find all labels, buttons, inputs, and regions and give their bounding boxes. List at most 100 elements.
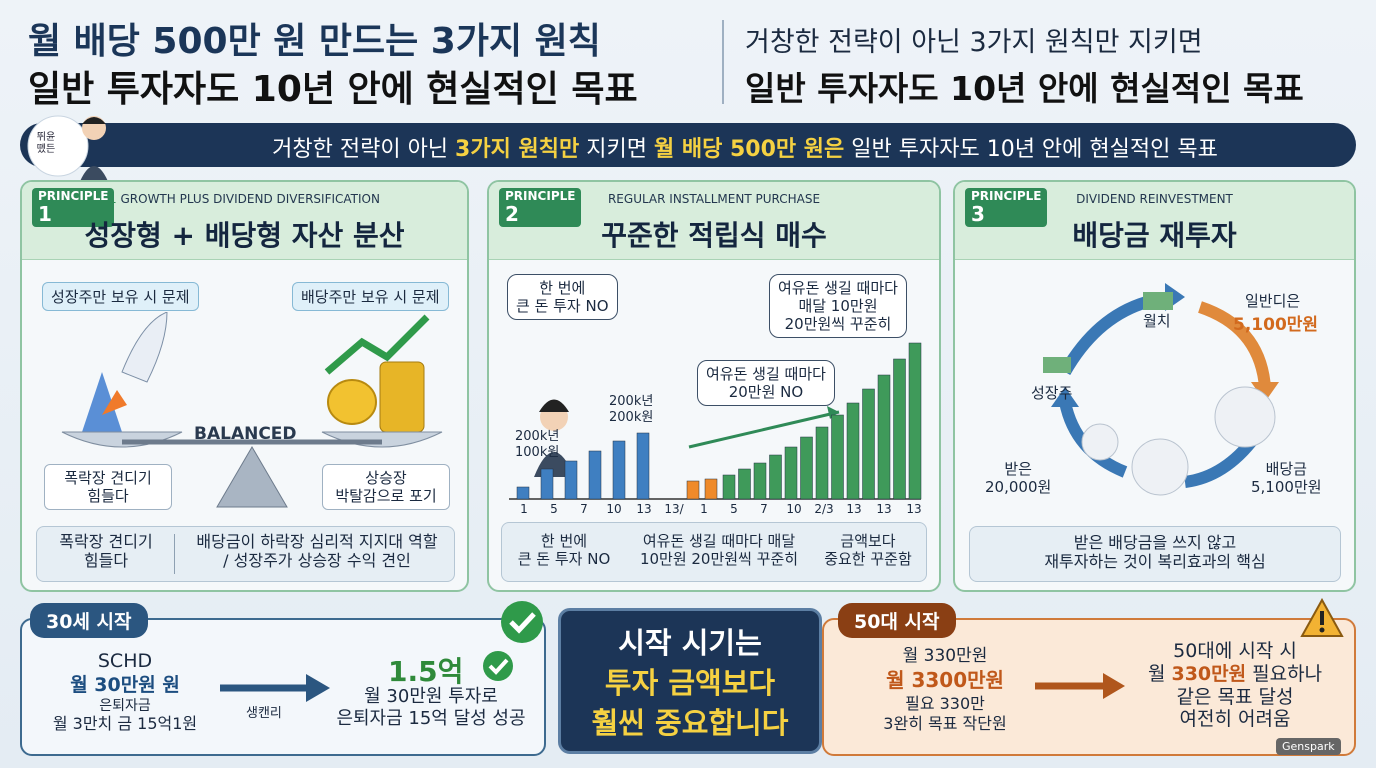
principle-number: 3 bbox=[971, 202, 985, 227]
footer-text: 한 번에 큰 돈 투자 NO bbox=[517, 532, 611, 568]
principle-label: PRINCIPLE 2 bbox=[499, 188, 582, 228]
key-line: 투자 금액보다 bbox=[604, 666, 776, 700]
check-icon bbox=[483, 651, 513, 681]
footer-box bbox=[501, 522, 927, 582]
footer-text: 금액보다 중요한 꾸준함 bbox=[824, 532, 912, 568]
label-text: PRINCIPLE bbox=[505, 189, 576, 203]
illustration-bar bbox=[516, 486, 530, 500]
footer-divider bbox=[174, 534, 175, 574]
footer-text: 받은 배당금을 쓰지 않고 재투자하는 것이 복리효과의 핵심 bbox=[969, 526, 1341, 582]
subtitle-line2: 일반 투자자도 10년 안에 현실적인 목표 bbox=[745, 69, 1304, 108]
principle-number: 1 bbox=[38, 202, 52, 227]
arrow-head bbox=[1051, 387, 1079, 407]
illustration-bar bbox=[784, 446, 798, 500]
footer-box bbox=[36, 526, 455, 582]
text-line: 50대에 시작 시 bbox=[1173, 640, 1297, 662]
footer-left: 폭락장 견디기 힘들다 bbox=[59, 532, 153, 571]
principle-title: 성장형 + 배당형 자산 분산 bbox=[84, 219, 405, 252]
text-line: 같은 목표 달성 bbox=[1176, 685, 1294, 708]
axis-label: 10 bbox=[786, 502, 802, 516]
illustration-bar bbox=[564, 460, 578, 500]
node-label: 월치 bbox=[1143, 312, 1171, 330]
axis-label: 13 bbox=[906, 502, 922, 516]
snowball bbox=[1081, 423, 1119, 461]
trend-arrow bbox=[688, 410, 840, 449]
trend-arrow-head bbox=[827, 406, 839, 419]
tag: 성장주만 보유 시 문제 bbox=[42, 282, 199, 311]
text-amount: 330만원 bbox=[1171, 662, 1247, 685]
key-line: 시작 시기는 bbox=[618, 626, 762, 660]
cycle-arrow bbox=[1197, 301, 1271, 388]
principle-subtitle: REGULAR INSTALLMENT PURCHASE bbox=[607, 192, 821, 206]
cycle-illustration bbox=[1043, 283, 1279, 496]
subtitle-number: 1 bbox=[109, 192, 117, 206]
money-icon bbox=[1143, 292, 1173, 310]
watermark: Genspark bbox=[1276, 738, 1341, 755]
scenario-line: 은퇴자금 bbox=[99, 698, 151, 714]
illustration-bar bbox=[862, 388, 875, 500]
arrow bbox=[220, 674, 330, 702]
amount: 5,100만원 bbox=[1233, 315, 1319, 335]
tag: 배당주만 보유 시 문제 bbox=[292, 282, 449, 311]
coin-stack bbox=[379, 361, 425, 433]
axis-label: 13 bbox=[636, 502, 652, 516]
footer-right: 배당금이 하락장 심리적 지지대 역할 / 성장주가 상승장 수익 견인 bbox=[196, 532, 438, 571]
axis-label: 1 bbox=[520, 502, 528, 516]
node-label: 성장주 bbox=[1031, 384, 1073, 402]
scenario-line: 필요 330만 bbox=[905, 694, 985, 713]
illustration-bar bbox=[877, 374, 891, 500]
axis-label: 13 bbox=[846, 502, 862, 516]
scenario-line: 월 3만치 금 15억1원 bbox=[52, 714, 198, 733]
banner-part: 일반 투자자도 10년 안에 현실적인 목표 bbox=[844, 137, 1218, 162]
scenario-tag: 30세 시작 bbox=[30, 603, 148, 638]
axis-label: 5 bbox=[550, 502, 558, 516]
principle-label: PRINCIPLE 1 bbox=[32, 188, 115, 228]
avatar-icon bbox=[27, 115, 110, 186]
node-label: 받은 20,000원 bbox=[985, 460, 1052, 496]
illustration-bar bbox=[722, 474, 736, 500]
banner bbox=[20, 123, 1356, 167]
illustration-bar bbox=[893, 358, 906, 500]
illustration-bar bbox=[540, 468, 554, 500]
axis-label: 13/ bbox=[664, 502, 684, 516]
subtitle-text: GROWTH PLUS DIVIDEND DIVERSIFICATION bbox=[120, 192, 380, 206]
principle-title: 배당금 재투자 bbox=[1072, 219, 1237, 252]
scenario-line: 3완히 목표 작단원 bbox=[883, 714, 1007, 733]
text-line: 여전히 어려움 bbox=[1179, 708, 1291, 731]
principle-panel: PRINCIPLE 2 REGULAR INSTALLMENT PURCHASE … bbox=[487, 180, 941, 592]
illustration-bar bbox=[846, 402, 860, 500]
arrow-head bbox=[1251, 382, 1279, 402]
result: 1.5억 bbox=[388, 655, 464, 688]
arrow-label: 생캔리 bbox=[246, 706, 282, 721]
rocket-flame bbox=[102, 390, 127, 415]
avatar bbox=[22, 106, 112, 186]
scale-illustration bbox=[61, 312, 443, 508]
banner-text: 거창한 전략이 아닌 3가지 원칙만 지키면 월 배당 500만 원은 일반 투… bbox=[150, 131, 1340, 163]
axis-label: 13 bbox=[876, 502, 892, 516]
growth-arrow bbox=[324, 314, 430, 375]
illustration-bar bbox=[704, 478, 718, 500]
snowball bbox=[1214, 386, 1276, 448]
scenario-line: SCHD bbox=[97, 650, 153, 672]
illustration-bar bbox=[769, 454, 782, 500]
node-label: 배당금 5,100만원 bbox=[1251, 460, 1322, 496]
bar-label: 200k년 200k원 bbox=[609, 394, 654, 425]
divider bbox=[722, 20, 724, 104]
text-part: 필요하나 bbox=[1246, 662, 1323, 685]
banner-highlight: 3가지 원칙만 bbox=[455, 137, 580, 162]
label-text: PRINCIPLE bbox=[971, 189, 1042, 203]
person-hair bbox=[539, 399, 569, 412]
axis-label: 7 bbox=[580, 502, 588, 516]
principle-label: PRINCIPLE 3 bbox=[965, 188, 1048, 228]
illustration-bar bbox=[738, 468, 751, 500]
key-line: 훨씬 중요합니다 bbox=[591, 706, 789, 740]
bar-label: 200k년 100k원 bbox=[515, 429, 560, 460]
problem-box: 폭락장 견디기 힘들다 bbox=[44, 464, 172, 510]
coin bbox=[327, 379, 377, 425]
balanced-label: BALANCED bbox=[194, 424, 297, 444]
money-icon bbox=[1043, 357, 1071, 373]
scale-base bbox=[216, 446, 288, 508]
axis-label: 1 bbox=[700, 502, 708, 516]
